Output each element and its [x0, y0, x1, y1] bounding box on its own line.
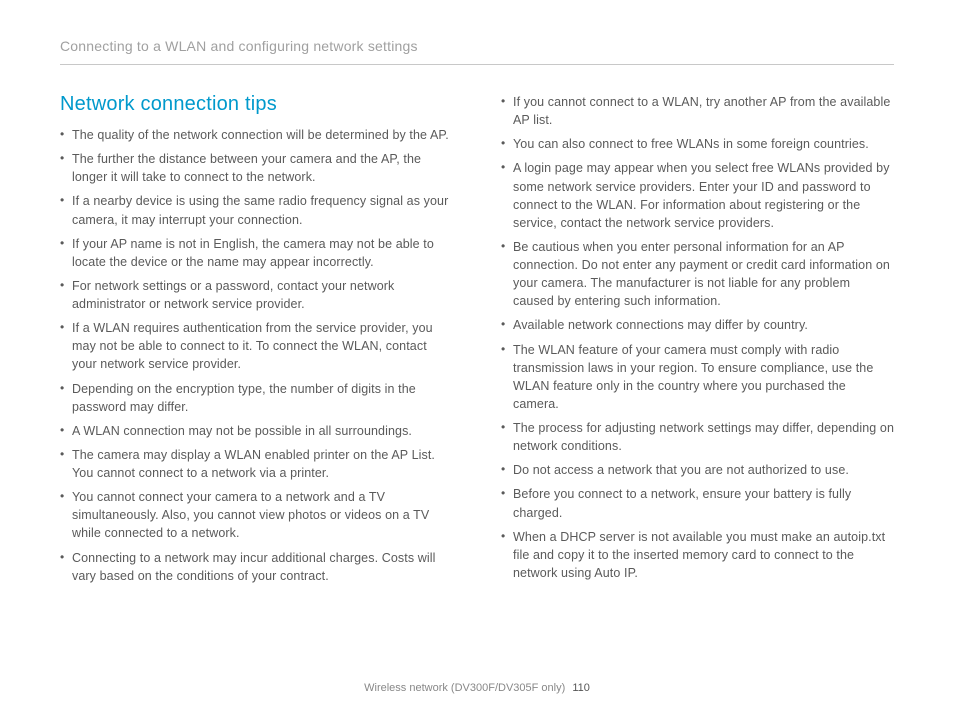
tip-item: When a DHCP server is not available you …: [501, 528, 894, 582]
page-number: 110: [572, 682, 590, 694]
tip-item: You can also connect to free WLANs in so…: [501, 135, 894, 153]
tip-item: If your AP name is not in English, the c…: [60, 235, 453, 271]
tip-item: Depending on the encryption type, the nu…: [60, 380, 453, 416]
tip-item: Before you connect to a network, ensure …: [501, 485, 894, 521]
tip-item: The quality of the network connection wi…: [60, 126, 453, 144]
tip-item: A WLAN connection may not be possible in…: [60, 422, 453, 440]
tip-item: For network settings or a password, cont…: [60, 277, 453, 313]
tips-list-left: The quality of the network connection wi…: [60, 126, 453, 585]
tip-item: Available network connections may differ…: [501, 316, 894, 334]
tip-item: If you cannot connect to a WLAN, try ano…: [501, 93, 894, 129]
left-column: Network connection tips The quality of t…: [60, 93, 453, 591]
breadcrumb: Connecting to a WLAN and configuring net…: [60, 38, 894, 65]
section-heading: Network connection tips: [60, 93, 453, 116]
tip-item: If a WLAN requires authentication from t…: [60, 319, 453, 373]
page-footer: Wireless network (DV300F/DV305F only) 11…: [0, 682, 954, 694]
tip-item: Do not access a network that you are not…: [501, 461, 894, 479]
tips-list-right: If you cannot connect to a WLAN, try ano…: [501, 93, 894, 582]
footer-text: Wireless network (DV300F/DV305F only): [364, 682, 565, 694]
tip-item: You cannot connect your camera to a netw…: [60, 488, 453, 542]
tip-item: A login page may appear when you select …: [501, 159, 894, 232]
right-column: If you cannot connect to a WLAN, try ano…: [501, 93, 894, 591]
tip-item: The WLAN feature of your camera must com…: [501, 341, 894, 414]
tip-item: Be cautious when you enter personal info…: [501, 238, 894, 311]
tip-item: The further the distance between your ca…: [60, 150, 453, 186]
tip-item: Connecting to a network may incur additi…: [60, 549, 453, 585]
tip-item: The process for adjusting network settin…: [501, 419, 894, 455]
page-container: Connecting to a WLAN and configuring net…: [0, 0, 954, 591]
tip-item: If a nearby device is using the same rad…: [60, 192, 453, 228]
tip-item: The camera may display a WLAN enabled pr…: [60, 446, 453, 482]
content-columns: Network connection tips The quality of t…: [60, 93, 894, 591]
